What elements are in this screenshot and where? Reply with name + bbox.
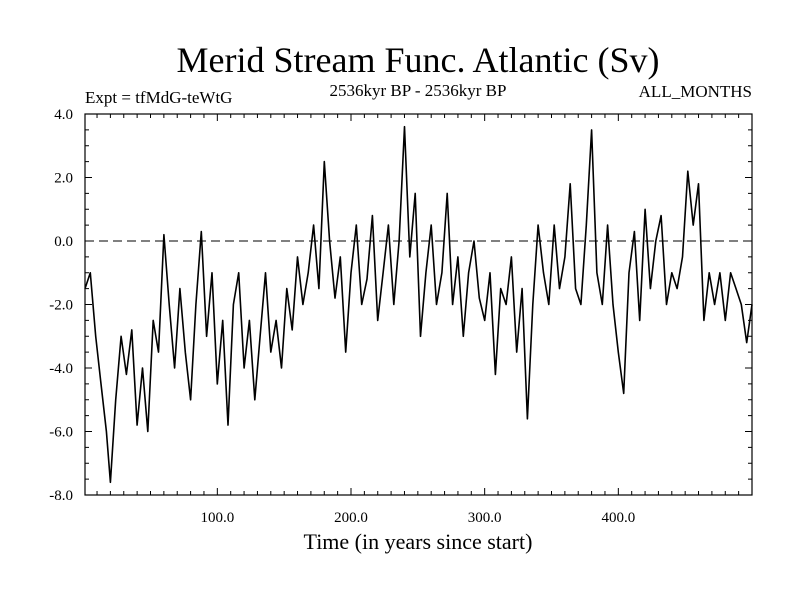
months-label: ALL_MONTHS [639,82,752,101]
x-tick-label: 200.0 [334,510,368,526]
y-tick-label: -2.0 [49,298,73,314]
experiment-label: Expt = tfMdG-teWtG [85,88,232,107]
y-tick-label: -8.0 [49,488,73,504]
series-group [84,125,753,484]
y-tick-label: -4.0 [49,361,73,377]
period-label: 2536kyr BP - 2536kyr BP [330,81,507,100]
x-tick-label: 300.0 [468,510,502,526]
ticks-group: 100.0 200.0 300.0 400.0 -8.0 -6.0 -4.0 -2.0 0.0 2… [49,107,752,526]
series-line-0 [84,125,753,484]
y-tick-label: -6.0 [49,425,73,441]
x-axis-label: Time (in years since start) [304,529,533,554]
plot-frame [84,113,753,496]
x-tick-label: 400.0 [601,510,635,526]
y-tick-label: 0.0 [54,234,73,250]
x-tick-label: 100.0 [200,510,234,526]
y-tick-label: 2.0 [54,171,73,187]
y-tick-label: 4.0 [54,107,73,123]
chart-title: Merid Stream Func. Atlantic (Sv) [177,40,660,80]
